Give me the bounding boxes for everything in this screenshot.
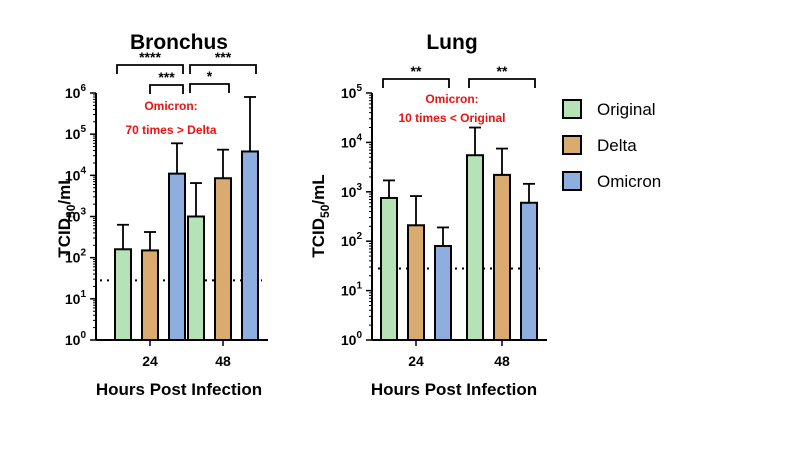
bar-omicron	[168, 172, 186, 341]
legend-swatch-omicron	[562, 171, 582, 191]
bar-delta	[141, 249, 159, 341]
significance-bracket	[382, 78, 450, 88]
annotation-text: Omicron:	[425, 92, 478, 106]
bar-omicron	[434, 244, 452, 341]
bar-omicron	[241, 150, 259, 341]
significance-bracket	[189, 64, 257, 74]
significance-bracket	[468, 78, 536, 88]
annotation-text: Omicron:	[144, 99, 197, 113]
x-axis-label: Hours Post Infection	[371, 380, 537, 399]
significance-bracket	[189, 83, 230, 93]
legend-label-original: Original	[597, 100, 656, 119]
y-tick-label: 104	[65, 165, 87, 183]
bar-original	[380, 196, 398, 341]
significance-label: ****	[139, 49, 161, 65]
y-tick-label: 102	[341, 231, 363, 249]
x-tick-label: 48	[215, 353, 231, 369]
significance-label: *	[207, 68, 213, 84]
y-tick-label: 101	[65, 289, 87, 307]
bar-delta	[493, 173, 511, 341]
significance-label: ***	[158, 69, 175, 85]
significance-label: **	[497, 63, 508, 79]
panel-title: Lung	[426, 31, 477, 54]
legend-swatch-original	[562, 99, 582, 119]
significance-bracket	[116, 64, 184, 74]
legend-label-delta: Delta	[597, 136, 637, 155]
bar-omicron	[520, 201, 538, 341]
significance-label: ***	[215, 49, 232, 65]
bar-original	[187, 215, 205, 341]
panel-bronchus: Bronchus 100 101 102 103 104 105 106 TCID50/mL 24…	[55, 31, 268, 399]
y-tick-label: 100	[65, 330, 87, 348]
y-tick-label: 102	[65, 248, 87, 266]
panel-lung: Lung 100 101 102 103 104 105 TCID50/mL 24 48 Hours…	[309, 31, 547, 399]
x-axis-label: Hours Post Infection	[96, 380, 262, 399]
x-tick-label: 24	[408, 353, 424, 369]
x-tick-label: 24	[142, 353, 158, 369]
y-tick-label: 100	[341, 330, 363, 348]
y-tick-label: 105	[65, 124, 87, 142]
x-tick-label: 48	[494, 353, 510, 369]
legend: Original Delta Omicron	[562, 99, 661, 191]
y-tick-label: 103	[341, 182, 363, 200]
legend-label-omicron: Omicron	[597, 172, 661, 191]
panel-title: Bronchus	[130, 31, 228, 54]
y-axis-label: TCID50/mL	[309, 174, 332, 257]
y-tick-label: 101	[341, 281, 363, 299]
y-tick-label: 106	[65, 83, 87, 101]
annotation-text: 70 times > Delta	[125, 123, 216, 137]
significance-bracket	[149, 84, 184, 94]
y-tick-label: 103	[65, 207, 87, 225]
bar-delta	[407, 224, 425, 341]
significance-label: **	[411, 63, 422, 79]
y-axis-label: TCID50/mL	[55, 174, 78, 257]
annotation-text: 10 times < Original	[398, 111, 505, 125]
legend-swatch-delta	[562, 135, 582, 155]
bar-original	[466, 154, 484, 341]
y-tick-label: 104	[341, 132, 363, 150]
y-tick-label: 105	[341, 83, 363, 101]
bar-original	[114, 248, 132, 342]
bar-delta	[214, 177, 232, 341]
